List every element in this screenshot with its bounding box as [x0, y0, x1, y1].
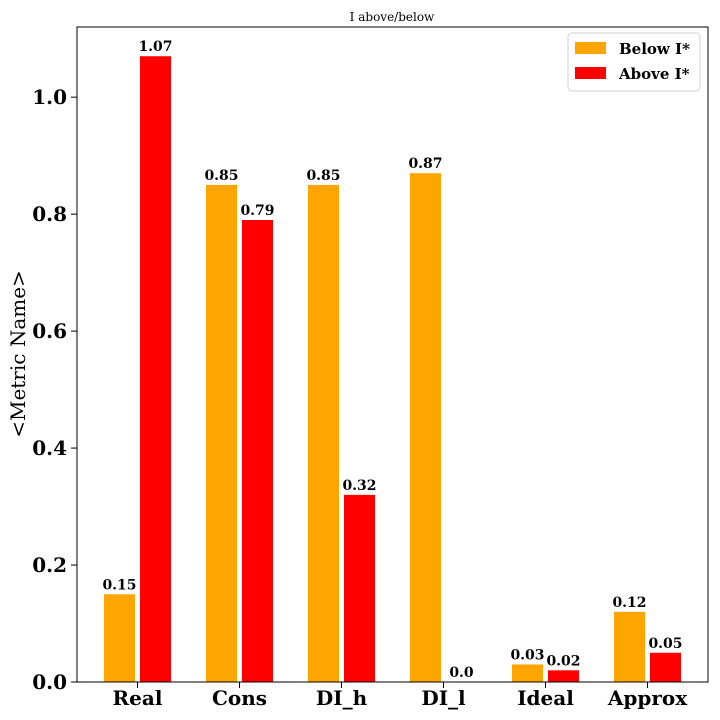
bar-above	[344, 494, 375, 682]
bar-above	[140, 56, 171, 682]
x-tick-label: Approx	[607, 686, 688, 710]
bar-below	[206, 184, 237, 682]
x-tick-label: DI_l	[421, 686, 466, 710]
y-tick-label: 0.6	[32, 319, 67, 343]
legend-label: Above I*	[618, 65, 690, 83]
bar-value-label: 0.03	[510, 647, 544, 663]
bar-below	[104, 594, 135, 682]
bar-value-label: 0.87	[408, 156, 442, 172]
y-tick-label: 0.4	[32, 436, 67, 460]
bar-above	[650, 652, 681, 682]
legend-swatch	[575, 67, 606, 79]
x-tick-label: DI_h	[316, 686, 368, 710]
x-tick-label: Real	[113, 686, 163, 710]
x-tick-label: Cons	[212, 686, 267, 710]
legend-swatch	[575, 42, 606, 54]
bar-value-label: 0.32	[342, 478, 376, 494]
bar-value-label: 0.85	[306, 168, 340, 184]
y-tick-label: 0.0	[32, 670, 67, 694]
bar-value-label: 0.0	[449, 665, 474, 681]
bar-below	[308, 184, 339, 682]
x-tick-label: Ideal	[517, 686, 574, 710]
y-axis-label: <Metric Name>	[6, 270, 30, 438]
bar-value-label: 0.02	[546, 653, 580, 669]
bar-value-label: 0.12	[612, 595, 646, 611]
axes-frame	[76, 26, 709, 683]
bar-value-label: 0.85	[204, 168, 238, 184]
bar-value-label: 0.05	[648, 636, 682, 652]
y-tick-label: 0.2	[32, 553, 67, 577]
y-tick-label: 1.0	[32, 85, 67, 109]
legend: Below I* Above I*	[567, 32, 701, 92]
bar-above	[242, 219, 273, 682]
bar-above	[548, 670, 579, 682]
bar-value-label: 1.07	[138, 39, 172, 55]
chart-title: I above/below	[350, 10, 435, 24]
plot-area: 0.0 0.2 0.4 0.6 0.8 1.0 Real 0.15 1.07 Cons 0.85 0.…	[32, 39, 688, 710]
y-tick-label: 0.8	[32, 202, 67, 226]
bar-below	[614, 611, 645, 682]
bar-below	[410, 173, 441, 682]
bar-value-label: 0.15	[102, 577, 136, 593]
bar-value-label: 0.79	[240, 203, 274, 219]
legend-label: Below I*	[619, 40, 690, 58]
bar-below	[512, 664, 543, 682]
